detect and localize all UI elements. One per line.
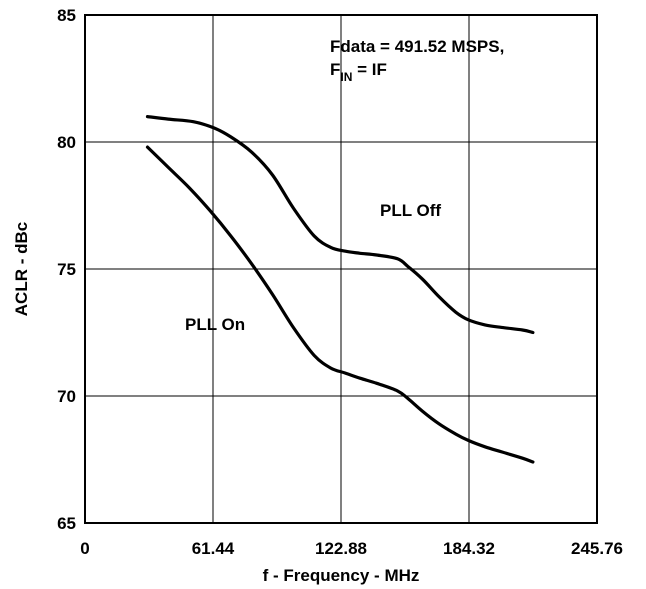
y-tick-label: 70: [57, 387, 76, 406]
plot-frame: [84, 14, 598, 524]
tick-labels: 0 61.44 122.88 184.32 245.76 65 70 75 80 85: [57, 6, 623, 558]
series-line-pll-off: [145, 115, 535, 335]
x-axis-title: f - Frequency - MHz: [263, 566, 420, 585]
y-tick-label: 75: [57, 260, 76, 279]
x-tick-label: 184.32: [443, 539, 495, 558]
series-layer: [145, 115, 535, 464]
x-tick-label: 245.76: [571, 539, 623, 558]
y-tick-label: 80: [57, 133, 76, 152]
y-tick-label: 85: [57, 6, 76, 25]
x-tick-label: 61.44: [192, 539, 235, 558]
y-axis-title: ACLR - dBc: [12, 222, 31, 316]
series-label-pll-off: PLL Off: [380, 201, 441, 220]
grid-lines: [85, 15, 597, 523]
series-label-pll-on: PLL On: [185, 315, 245, 334]
annotation-line-2-main: F: [330, 60, 340, 79]
series-line-pll-on: [145, 145, 535, 464]
annotation-line-2: FIN = IF: [330, 60, 387, 84]
y-tick-label: 65: [57, 514, 76, 533]
x-tick-label: 122.88: [315, 539, 367, 558]
x-tick-label: 0: [80, 539, 89, 558]
annotation-line-1: Fdata = 491.52 MSPS,: [330, 37, 504, 56]
annotation-line-2-rest: = IF: [352, 60, 386, 79]
annotation-line-2-subscript: IN: [340, 70, 352, 84]
